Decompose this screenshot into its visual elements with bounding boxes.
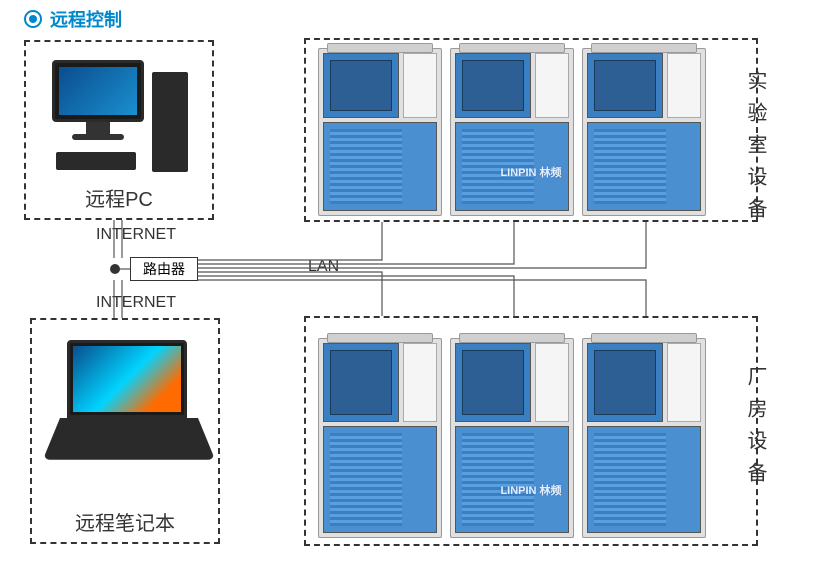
- router-node-icon: [110, 264, 120, 274]
- router-label: 路由器: [130, 257, 198, 281]
- wiring-diagram: [0, 0, 820, 578]
